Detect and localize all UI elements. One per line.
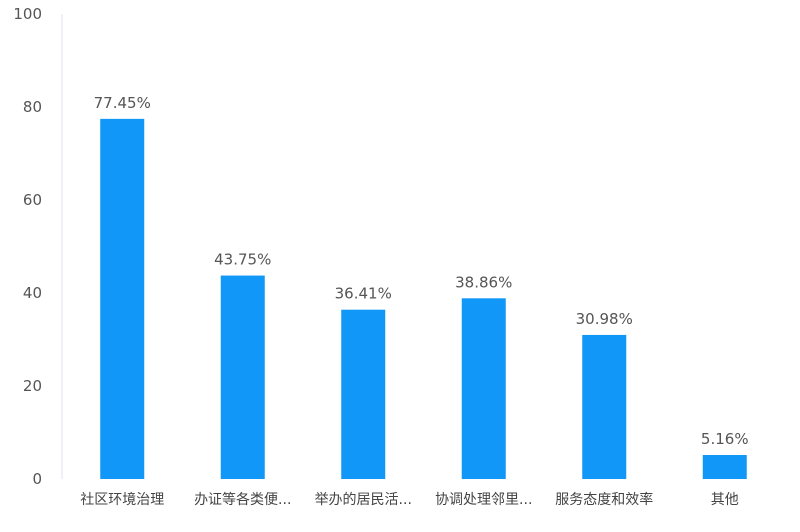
bar <box>220 275 265 479</box>
bars <box>100 118 747 480</box>
y-axis-ticks: 0 20 40 60 80 100 <box>13 5 42 488</box>
category-label: 社区环境治理 <box>80 492 164 508</box>
y-tick-label: 0 <box>32 470 42 488</box>
data-label: 36.41% <box>335 285 392 303</box>
y-tick-label: 20 <box>23 377 42 395</box>
y-tick-label: 100 <box>13 5 42 23</box>
data-label: 43.75% <box>214 251 271 269</box>
data-label: 38.86% <box>455 273 512 291</box>
category-label: 服务态度和效率 <box>555 491 653 508</box>
bar <box>702 455 747 479</box>
data-labels: 77.45% 43.75% 36.41% 38.86% 30.98% 5.16% <box>94 94 749 448</box>
bar <box>582 334 627 479</box>
category-label: 办证等各类便... <box>194 491 291 508</box>
category-label: 协调处理邻里... <box>435 492 532 508</box>
category-label: 举办的居民活... <box>315 492 412 508</box>
y-tick-label: 40 <box>23 284 42 302</box>
data-label: 30.98% <box>576 310 633 328</box>
bar <box>100 118 145 480</box>
data-label: 77.45% <box>94 94 151 112</box>
y-tick-label: 60 <box>23 191 42 209</box>
y-tick-label: 80 <box>23 98 42 116</box>
data-label: 5.16% <box>701 430 749 448</box>
bar <box>461 298 506 479</box>
category-label: 其他 <box>711 492 739 508</box>
category-labels: 社区环境治理 办证等各类便... 举办的居民活... 协调处理邻里... 服务态度和效率… <box>80 491 739 508</box>
bar <box>341 309 386 479</box>
